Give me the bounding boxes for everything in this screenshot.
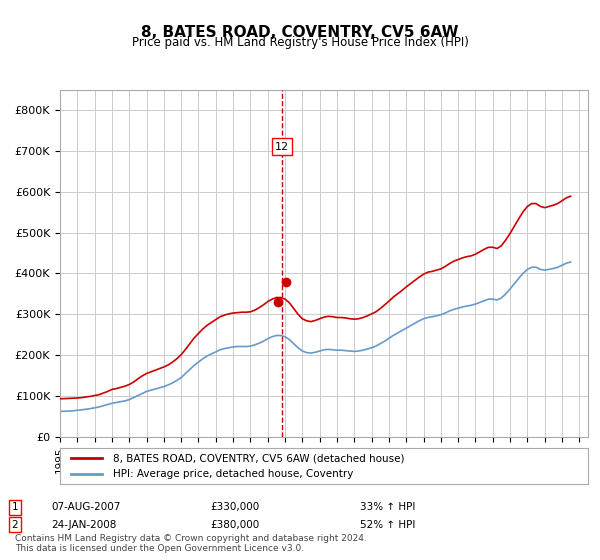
Text: 33% ↑ HPI: 33% ↑ HPI [360,502,415,512]
Text: 1: 1 [11,502,19,512]
Text: 8, BATES ROAD, COVENTRY, CV5 6AW (detached house): 8, BATES ROAD, COVENTRY, CV5 6AW (detach… [113,453,404,463]
Text: 07-AUG-2007: 07-AUG-2007 [51,502,121,512]
Text: 52% ↑ HPI: 52% ↑ HPI [360,520,415,530]
Text: £380,000: £380,000 [210,520,259,530]
Text: HPI: Average price, detached house, Coventry: HPI: Average price, detached house, Cove… [113,469,353,479]
Text: 24-JAN-2008: 24-JAN-2008 [51,520,116,530]
Text: £330,000: £330,000 [210,502,259,512]
Text: Contains HM Land Registry data © Crown copyright and database right 2024.
This d: Contains HM Land Registry data © Crown c… [15,534,367,553]
Text: 2: 2 [11,520,19,530]
Text: 8, BATES ROAD, COVENTRY, CV5 6AW: 8, BATES ROAD, COVENTRY, CV5 6AW [141,25,459,40]
Text: Price paid vs. HM Land Registry's House Price Index (HPI): Price paid vs. HM Land Registry's House … [131,36,469,49]
Text: 12: 12 [275,142,289,152]
